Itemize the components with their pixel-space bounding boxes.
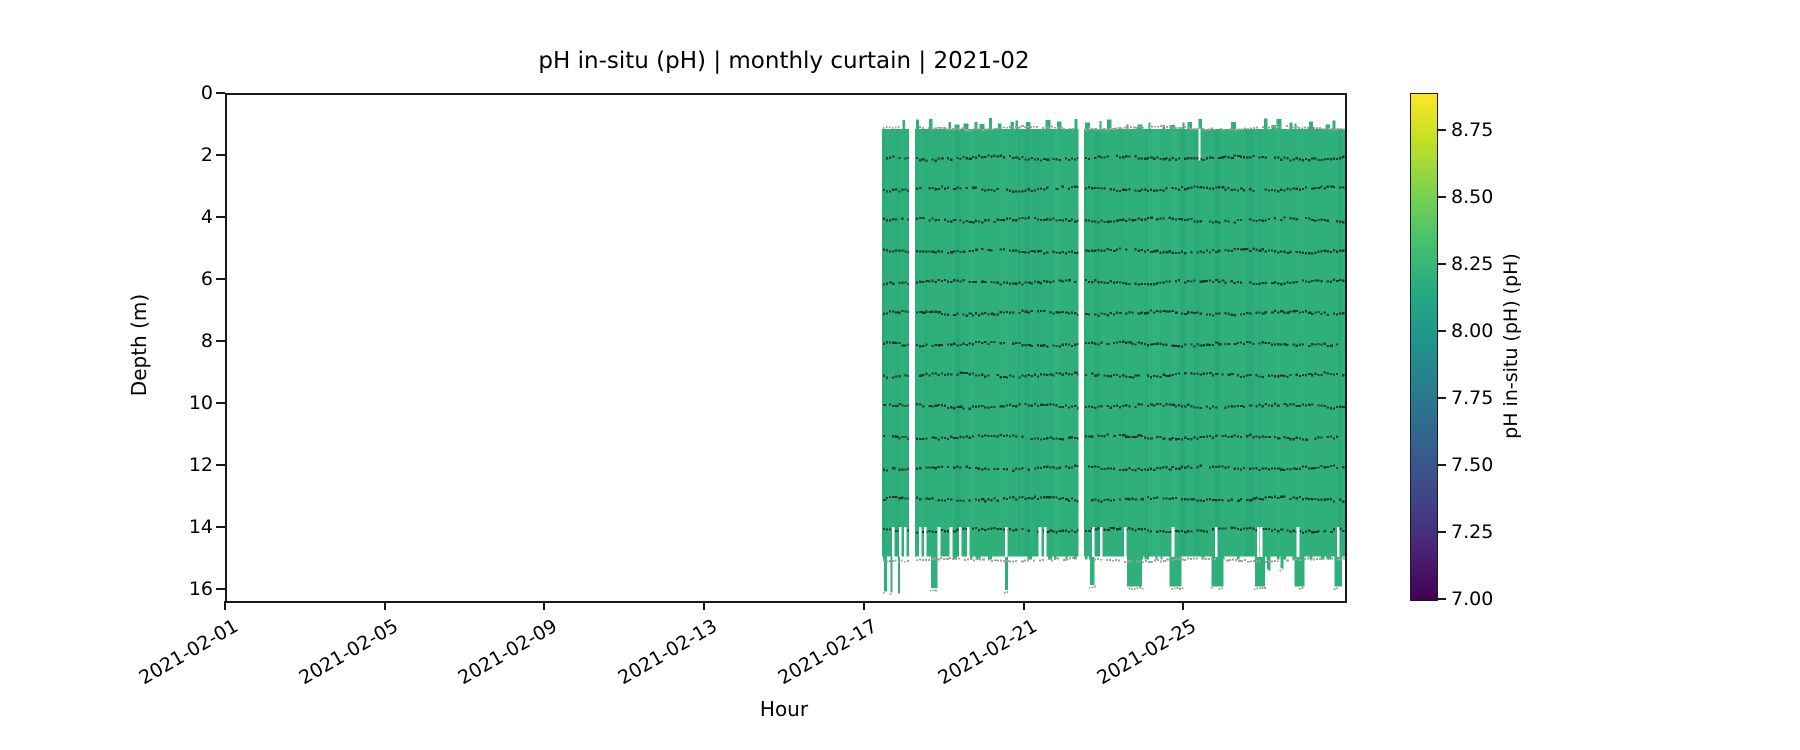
x-tick-mark <box>224 601 226 610</box>
y-tick-mark <box>216 216 225 219</box>
colorbar-label: pH in-situ (pH) (pH) <box>1500 253 1522 439</box>
y-tick-label: 2 <box>200 144 213 166</box>
y-tick-label: 12 <box>188 454 213 477</box>
colorbar-tick-label: 7.75 <box>1451 387 1494 410</box>
colorbar-tick-mark <box>1438 129 1446 132</box>
chart-title: pH in-situ (pH) | monthly curtain | 2021… <box>538 48 1030 74</box>
x-tick-mark <box>862 601 865 610</box>
y-tick-label: 16 <box>188 578 213 601</box>
x-tick-mark <box>543 601 546 610</box>
y-tick-label: 6 <box>200 268 213 291</box>
colorbar-tick-mark <box>1438 397 1446 400</box>
colorbar-tick-label: 8.75 <box>1451 119 1494 142</box>
y-tick-mark <box>216 402 225 405</box>
colorbar-tick-mark <box>1438 598 1446 600</box>
y-tick-mark <box>216 464 225 467</box>
curtain-heatmap <box>881 118 1345 600</box>
x-tick-label: 2021-02-17 <box>774 615 881 690</box>
x-tick-label: 2021-02-25 <box>1093 615 1201 690</box>
x-tick-label: 2021-02-13 <box>614 615 722 690</box>
x-tick-mark <box>1022 601 1025 610</box>
x-tick-mark <box>383 601 386 610</box>
y-tick-mark <box>216 526 225 529</box>
y-tick-mark <box>216 154 225 156</box>
colorbar-tick-label: 7.00 <box>1451 588 1494 610</box>
colorbar-tick-label: 7.50 <box>1451 454 1494 477</box>
x-axis-label: Hour <box>759 697 809 721</box>
x-tick-label: 2021-02-05 <box>295 615 402 690</box>
colorbar-tick-mark <box>1438 464 1446 467</box>
colorbar-tick-mark <box>1438 531 1446 534</box>
x-tick-label: 2021-02-09 <box>454 615 562 690</box>
colorbar <box>1410 93 1438 601</box>
colorbar-tick-label: 7.25 <box>1451 521 1494 544</box>
colorbar-tick-label: 8.00 <box>1451 320 1494 343</box>
colorbar-tick-mark <box>1438 330 1446 333</box>
plot-area <box>225 93 1347 603</box>
colorbar-tick-label: 8.50 <box>1451 186 1494 209</box>
y-tick-mark <box>216 588 225 591</box>
colorbar-tick-mark <box>1438 196 1446 199</box>
x-tick-label: 2021-02-01 <box>135 615 242 690</box>
y-tick-label: 0 <box>200 82 213 104</box>
x-tick-label: 2021-02-21 <box>933 615 1041 690</box>
y-axis-label: Depth (m) <box>127 293 151 397</box>
y-tick-label: 4 <box>200 206 213 229</box>
y-tick-label: 14 <box>188 516 213 539</box>
x-tick-mark <box>703 601 706 610</box>
y-tick-mark <box>216 92 225 94</box>
y-tick-label: 10 <box>188 392 213 415</box>
x-tick-mark <box>1182 601 1185 610</box>
y-tick-mark <box>216 278 225 281</box>
colorbar-tick-mark <box>1438 263 1446 266</box>
colorbar-tick-label: 8.25 <box>1451 253 1494 276</box>
y-tick-label: 8 <box>200 330 213 353</box>
y-tick-mark <box>216 340 225 343</box>
